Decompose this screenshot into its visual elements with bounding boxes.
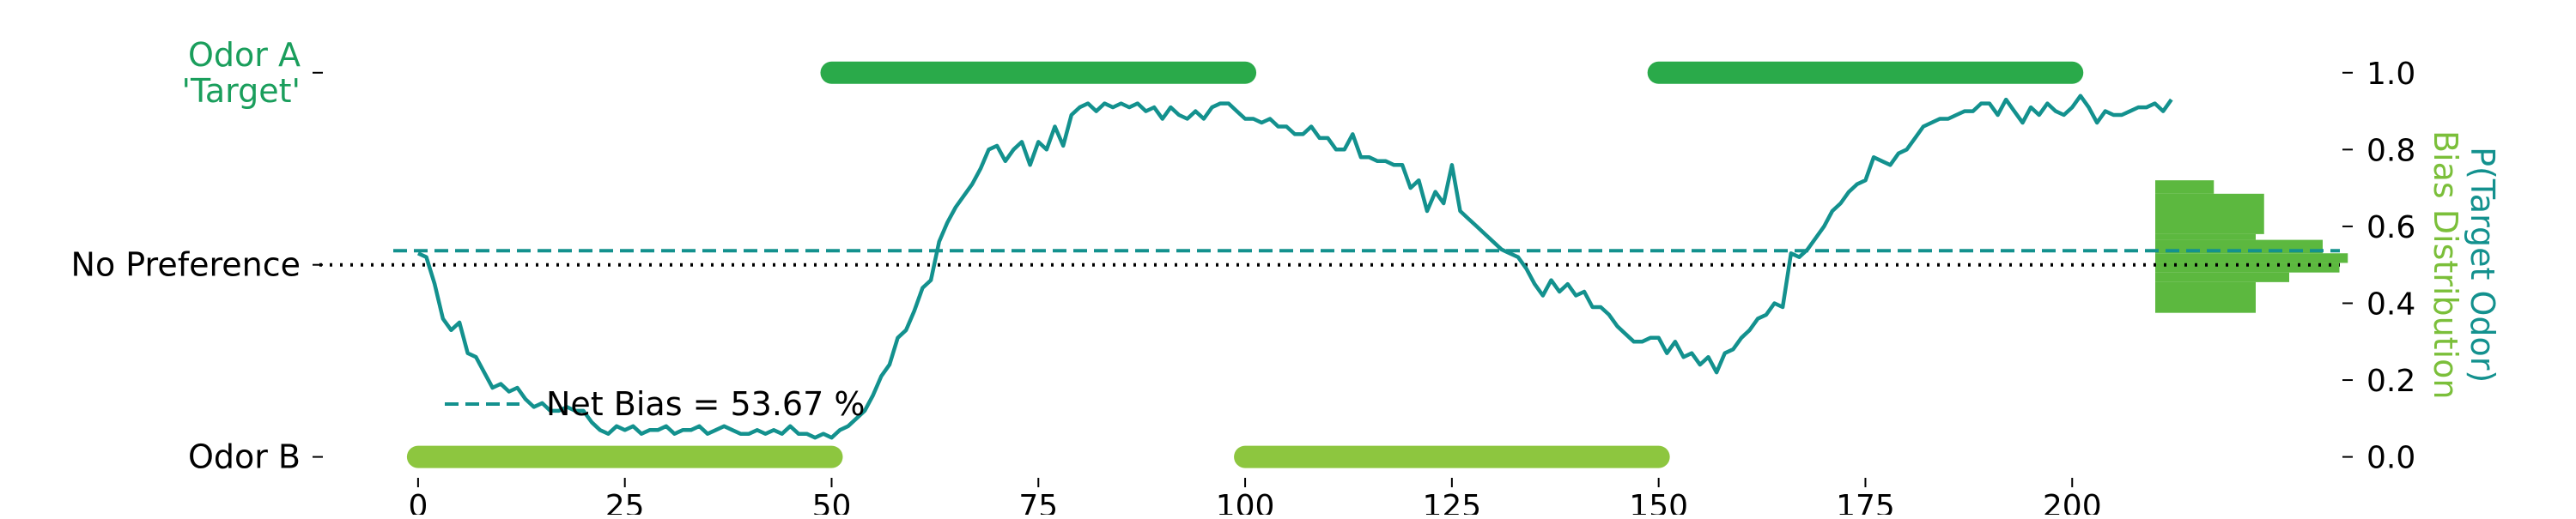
x-axis: 0 25 50 75 100 125 150 175 200 — [408, 478, 2102, 519]
right-tick-label: 0.6 — [2366, 210, 2415, 245]
histogram-bar — [2155, 253, 2348, 263]
histogram-bar — [2155, 233, 2256, 240]
histogram-bar — [2155, 180, 2215, 194]
left-axis: Odor A 'Target' No Preference Odor B — [71, 36, 323, 476]
right-tick-label: 0.8 — [2366, 133, 2415, 168]
histogram-bar — [2155, 272, 2289, 282]
x-tick-label: 25 — [605, 489, 645, 515]
x-tick-label: 200 — [2043, 489, 2102, 515]
left-axis-label: Odor B — [188, 438, 301, 476]
x-tick-label: 50 — [812, 489, 852, 515]
left-axis-label: Odor A 'Target' — [182, 36, 301, 110]
left-axis-label: No Preference — [71, 246, 301, 284]
x-tick-label: 150 — [1629, 489, 1688, 515]
x-tick-label: 75 — [1018, 489, 1058, 515]
probability-series — [416, 94, 2173, 440]
histogram-bar — [2155, 193, 2264, 234]
right-axis: 0.0 0.2 0.4 0.6 0.8 1.0 P(Target Odor)Bias Dis… — [2342, 57, 2501, 476]
bias-histogram — [2155, 180, 2348, 313]
legend: Net Bias = 53.67 % — [445, 385, 865, 423]
odor-blocks — [406, 61, 2084, 468]
histogram-bar — [2155, 281, 2256, 313]
right-tick-label: 0.0 — [2366, 441, 2415, 476]
right-tick-label: 0.2 — [2366, 364, 2415, 399]
legend-label: Net Bias = 53.67 % — [546, 385, 865, 423]
p-target-odor-line — [416, 94, 2173, 440]
histogram-bar — [2155, 263, 2340, 273]
right-axis-subtitle: Bias Distribution — [2427, 130, 2464, 399]
right-axis-title: P(Target Odor) — [2464, 147, 2501, 383]
right-tick-label: 1.0 — [2366, 57, 2415, 92]
x-tick-label: 0 — [408, 489, 428, 515]
x-tick-label: 175 — [1836, 489, 1895, 515]
x-tick-label: 125 — [1423, 489, 1482, 515]
reference-lines — [319, 249, 2340, 267]
right-tick-label: 0.4 — [2366, 287, 2415, 322]
x-tick-label: 100 — [1216, 489, 1275, 515]
